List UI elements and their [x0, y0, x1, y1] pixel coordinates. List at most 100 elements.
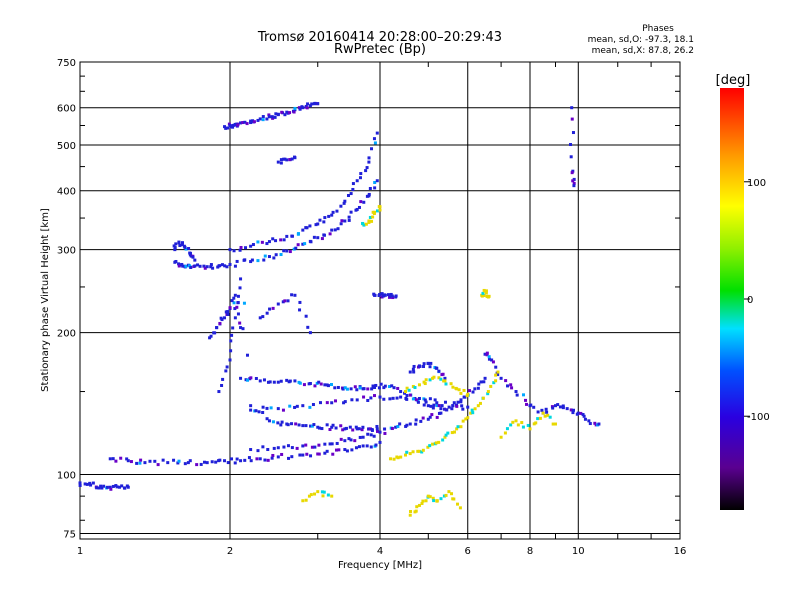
data-point: [411, 397, 415, 401]
data-point: [553, 404, 557, 408]
data-point: [570, 106, 574, 110]
data-point: [526, 423, 530, 427]
data-point: [368, 215, 372, 219]
data-point: [260, 240, 264, 244]
y-axis-ticks: 75 100 200 300 400 500 600 750: [57, 58, 76, 540]
data-point: [282, 238, 286, 242]
data-point: [360, 428, 364, 432]
data-point: [97, 486, 101, 490]
data-point: [506, 384, 510, 388]
data-point: [442, 407, 446, 411]
data-point: [408, 513, 412, 517]
data-point: [232, 249, 236, 253]
data-point: [298, 300, 302, 304]
data-point: [343, 439, 347, 443]
data-point: [249, 244, 253, 248]
data-point: [334, 448, 338, 452]
data-point: [304, 443, 308, 447]
data-point: [305, 226, 309, 230]
data-point: [361, 444, 365, 448]
x-tick-label: 6: [465, 546, 471, 557]
data-point: [428, 495, 432, 499]
data-point: [481, 396, 485, 400]
data-point: [195, 463, 199, 467]
data-point: [421, 499, 425, 503]
data-point: [510, 386, 514, 390]
data-point: [293, 293, 297, 297]
data-point: [503, 431, 507, 435]
data-point: [226, 312, 230, 316]
data-point: [258, 316, 262, 320]
data-point: [337, 448, 341, 452]
data-point: [456, 425, 460, 429]
data-point: [279, 161, 283, 165]
data-point: [576, 411, 580, 415]
x-axis-label: Frequency [MHz]: [338, 560, 422, 571]
data-point: [377, 386, 381, 390]
data-point: [91, 481, 95, 485]
data-point: [312, 423, 316, 427]
data-point: [236, 123, 240, 127]
data-point: [459, 391, 463, 395]
data-point: [431, 406, 435, 410]
data-point: [293, 106, 297, 110]
data-point: [387, 385, 391, 389]
data-point: [326, 493, 330, 497]
data-point: [421, 448, 425, 452]
data-point: [233, 461, 237, 465]
data-point: [405, 450, 409, 454]
data-point: [274, 239, 278, 243]
data-point: [188, 253, 192, 257]
data-point: [298, 308, 302, 312]
data-point: [342, 201, 346, 205]
data-point: [388, 294, 392, 298]
data-point: [426, 362, 430, 366]
data-point: [355, 388, 359, 392]
data-point: [411, 384, 415, 388]
data-point: [308, 104, 312, 108]
data-point: [478, 401, 482, 405]
data-point: [571, 131, 575, 135]
data-point: [249, 260, 253, 264]
data-point: [256, 449, 260, 453]
data-point: [271, 306, 275, 310]
data-point: [378, 208, 382, 212]
data-point: [412, 364, 416, 368]
data-point: [290, 455, 294, 459]
y-axis-label: Stationary phase Virtual Height [km]: [40, 208, 51, 392]
data-point: [285, 234, 289, 238]
data-point: [417, 503, 421, 507]
data-point: [572, 184, 576, 188]
data-point: [266, 458, 270, 462]
data-point: [408, 393, 412, 397]
data-point: [482, 380, 486, 384]
data-point: [245, 353, 249, 357]
data-point: [315, 381, 319, 385]
data-point: [123, 486, 127, 490]
data-point: [114, 459, 118, 463]
data-point: [251, 119, 255, 123]
data-point: [330, 442, 334, 446]
data-point: [439, 407, 443, 411]
data-point: [345, 449, 349, 453]
data-point: [420, 501, 424, 505]
data-point: [419, 419, 423, 423]
data-point: [378, 292, 382, 296]
data-point: [279, 423, 283, 427]
data-point: [138, 461, 142, 465]
data-point: [279, 253, 283, 257]
data-point: [295, 404, 299, 408]
data-point: [485, 351, 489, 355]
data-point: [569, 143, 573, 147]
data-point: [293, 379, 297, 383]
data-point: [443, 376, 447, 380]
data-point: [261, 115, 265, 119]
data-point: [556, 403, 560, 407]
data-point: [365, 194, 369, 198]
data-point: [371, 215, 375, 219]
data-point: [267, 255, 271, 259]
data-point: [184, 247, 188, 251]
data-point: [414, 398, 418, 402]
data-point: [399, 395, 403, 399]
data-points: [78, 101, 601, 517]
